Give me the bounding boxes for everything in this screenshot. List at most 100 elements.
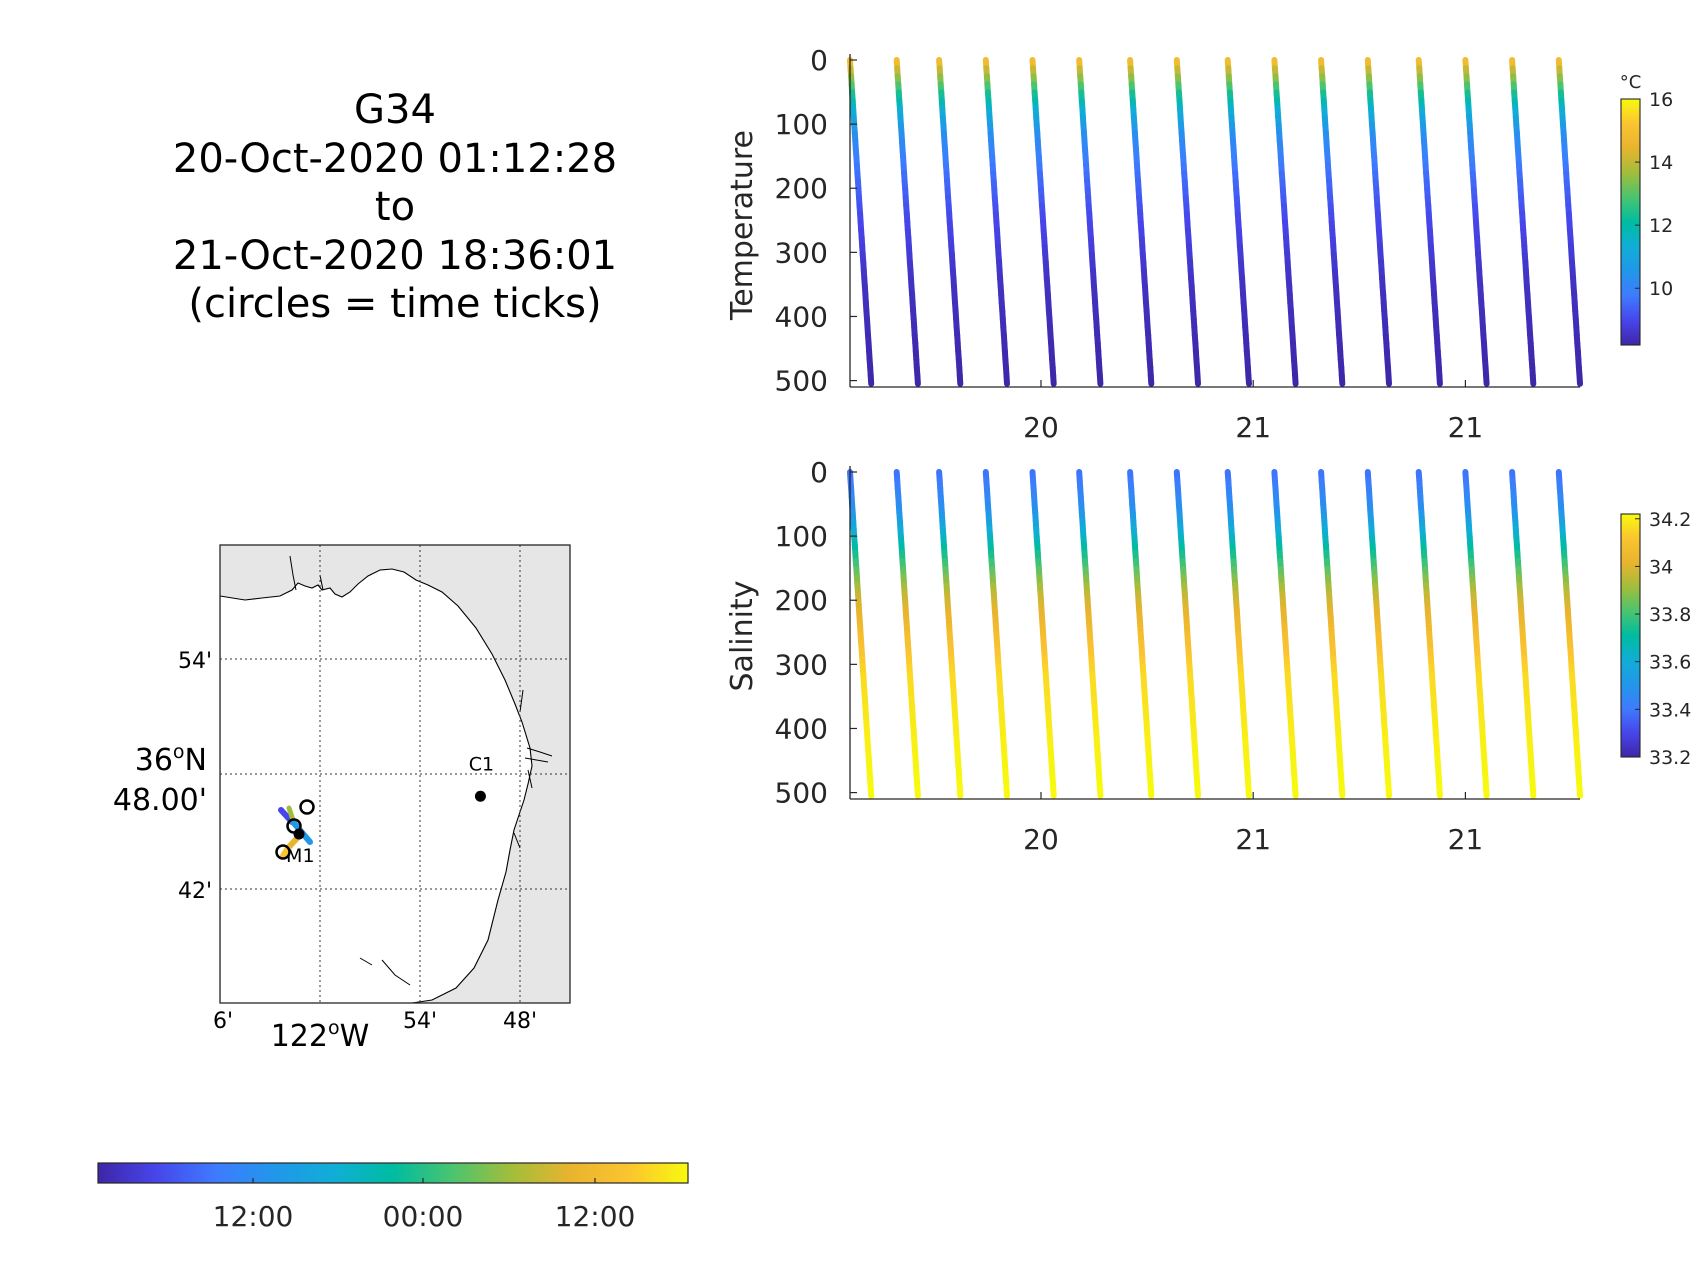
temperature-profiles <box>847 57 1583 387</box>
profile-segment <box>1576 372 1583 387</box>
profile-cast <box>1462 57 1490 387</box>
time-colorbar: 12:00 00:00 12:00 <box>97 1162 689 1233</box>
profile-cast <box>893 469 921 799</box>
x-tick-label: 21 <box>1448 411 1484 444</box>
colorbar-tick-label: 34.2 <box>1649 509 1691 531</box>
profile-segment <box>1338 372 1346 387</box>
profile-segment <box>1194 784 1201 799</box>
profile-cast <box>1364 57 1392 387</box>
time-colorbar-gradient <box>97 1162 689 1184</box>
profile-segment <box>1245 372 1252 387</box>
y-tick-label: 0 <box>810 44 828 77</box>
profile-cast <box>982 57 1010 387</box>
profile-segment <box>914 784 921 799</box>
time-colorbar-tick-label: 12:00 <box>555 1200 636 1233</box>
profile-cast <box>1509 469 1537 799</box>
profile-segment <box>1245 784 1252 799</box>
colorbar-tick-label: 33.6 <box>1649 652 1691 674</box>
salinity-colorbar: 34.2 34 33.8 33.6 33.4 33.2 <box>1620 509 1691 769</box>
profile-cast <box>1555 469 1583 799</box>
colorbar-gradient <box>1620 98 1641 346</box>
salinity-axes: 0 100 200 300 400 500 20 21 21 <box>775 456 1580 856</box>
profile-segment <box>1003 784 1010 799</box>
profile-segment <box>1385 372 1392 387</box>
map-lat-label-minutes: 48.00' <box>113 783 207 818</box>
profile-cast <box>1364 469 1392 799</box>
time-colorbar-tick-label: 12:00 <box>213 1200 294 1233</box>
profile-cast <box>1029 57 1057 387</box>
profile-segment <box>956 372 964 387</box>
profile-cast <box>1173 469 1201 799</box>
station-c1-marker <box>474 790 486 802</box>
profile-cast <box>1509 57 1537 387</box>
profile-cast <box>1415 469 1443 799</box>
profile-segment <box>1529 372 1537 387</box>
y-tick-label: 200 <box>775 172 828 205</box>
title-line-end: 21-Oct-2020 18:36:01 <box>173 233 617 279</box>
map-lat-label-42: 42' <box>178 879 212 904</box>
colorbar-tick-label: 34 <box>1649 556 1673 578</box>
map-ocean <box>220 568 533 1003</box>
profile-cast <box>1415 57 1443 387</box>
track-segment <box>286 805 296 823</box>
title-line-start: 20-Oct-2020 01:12:28 <box>173 136 617 182</box>
map-lon-label-48: 48' <box>503 1009 537 1034</box>
profile-segment <box>1147 784 1155 799</box>
track-segment <box>280 845 291 859</box>
profile-segment <box>867 784 875 799</box>
y-tick-label: 100 <box>775 108 828 141</box>
title-line-to: to <box>375 184 415 230</box>
profile-cast <box>1271 469 1299 799</box>
title-line-glider: G34 <box>354 87 436 133</box>
y-tick-label: 0 <box>810 456 828 489</box>
colorbar-tick-label: 14 <box>1649 152 1673 174</box>
profile-segment <box>1292 372 1299 387</box>
x-tick-label: 21 <box>1235 411 1271 444</box>
salinity-profiles <box>847 469 1583 799</box>
map-lon-label-major: 122oW <box>271 1017 370 1054</box>
y-tick-label: 500 <box>775 777 828 810</box>
glider-track <box>275 799 315 860</box>
profile-cast <box>847 57 875 387</box>
profile-cast <box>1318 57 1346 387</box>
colorbar-gradient <box>1620 513 1641 758</box>
profile-segment <box>1096 784 1104 799</box>
colorbar-unit-label: °C <box>1620 72 1642 93</box>
y-tick-label: 300 <box>775 648 828 681</box>
map-graticule <box>220 545 570 1003</box>
profile-cast <box>847 469 875 799</box>
temperature-axes: 0 100 200 300 400 500 20 21 21 <box>775 44 1580 444</box>
time-tick-circle <box>299 799 315 815</box>
profile-segment <box>867 372 875 387</box>
profile-cast <box>982 469 1010 799</box>
profile-cast <box>1271 57 1299 387</box>
profile-cast <box>1462 469 1490 799</box>
time-tick-circle <box>275 844 291 860</box>
profile-cast <box>893 57 921 387</box>
y-tick-label: 400 <box>775 300 828 333</box>
profile-segment <box>956 784 964 799</box>
profile-segment <box>1050 784 1057 799</box>
colorbar-tick-label: 33.4 <box>1649 699 1691 721</box>
profile-cast <box>1224 469 1252 799</box>
temperature-colorbar: 10 12 14 16 °C <box>1620 72 1673 346</box>
profile-cast <box>936 57 964 387</box>
profile-cast <box>1318 469 1346 799</box>
time-tick-circle <box>293 828 305 840</box>
profile-segment <box>1436 784 1443 799</box>
x-tick-label: 20 <box>1023 411 1059 444</box>
profile-segment <box>1385 784 1392 799</box>
colorbar-tick-label: 33.2 <box>1649 747 1691 769</box>
profile-cast <box>1224 57 1252 387</box>
station-m1-label: M1 <box>286 845 314 867</box>
profile-segment <box>1096 372 1104 387</box>
profile-cast <box>1173 57 1201 387</box>
profile-segment <box>1338 784 1346 799</box>
profile-cast <box>1127 57 1155 387</box>
station-c1-label: C1 <box>469 753 494 775</box>
map-lon-label-54: 54' <box>403 1009 437 1034</box>
map-frame <box>219 544 571 1004</box>
y-tick-label: 100 <box>775 520 828 553</box>
title-line-note: (circles = time ticks) <box>188 281 601 327</box>
